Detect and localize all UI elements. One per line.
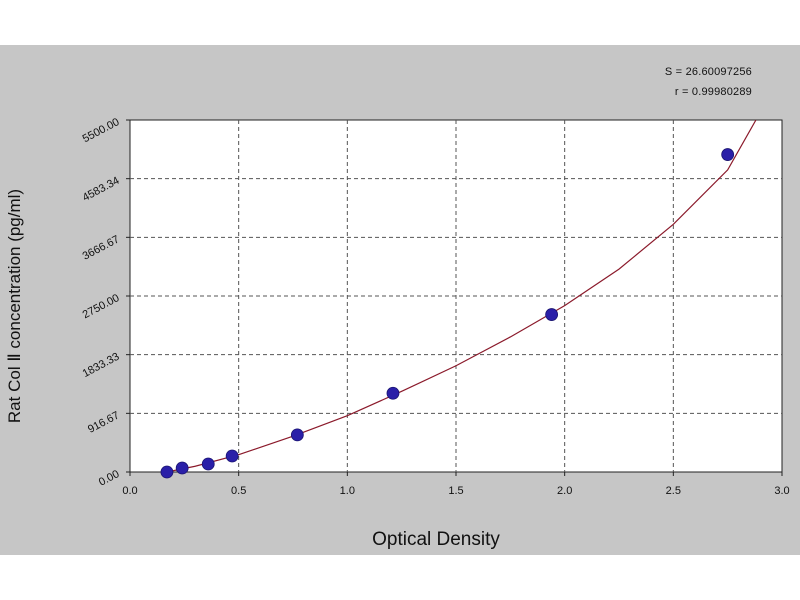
y-tick-label: 2750.00 [81,292,122,321]
data-points-layer [160,148,735,479]
axes [126,119,783,476]
y-tick-label: 916.67 [86,409,121,435]
y-tick-label: 3666.67 [81,233,122,262]
x-tick-label: 3.0 [774,485,789,497]
chart-panel: S = 26.60097256 r = 0.99980289 0.0 0.5 1.0… [0,45,800,555]
y-tick-label: 4583.34 [81,175,122,204]
data-point [160,465,174,479]
grid-lines [130,120,782,472]
fit-stat-r: r = 0.99980289 [674,86,752,98]
y-axis-label: Rat Col Ⅱ concentration (pg/ml) [5,189,24,423]
data-point [290,428,304,442]
data-point [201,457,215,471]
x-tick-label: 1.0 [340,485,355,497]
x-axis-label: Optical Density [372,529,500,550]
chart-svg: 0.0 0.5 1.0 1.5 2.0 2.5 3.0 0.00 916.67 1833.33 27… [5,116,790,550]
x-tick-label: 0.0 [122,485,137,497]
fit-curve [166,119,757,472]
fit-curve-layer [166,119,757,472]
x-tick-label: 1.5 [448,485,463,497]
fit-stat-s: S = 26.60097256 [664,66,752,78]
x-tick-label: 2.5 [666,485,681,497]
data-point [225,449,239,463]
data-point [721,148,735,161]
y-tick-label: 0.00 [97,468,122,489]
y-tick-label: 1833.33 [81,351,122,380]
y-tick-label: 5500.00 [81,116,122,145]
x-tick-label: 0.5 [231,485,246,497]
data-point [545,308,559,321]
data-point [386,386,400,400]
data-point [175,461,189,475]
x-tick-label: 2.0 [557,485,572,497]
